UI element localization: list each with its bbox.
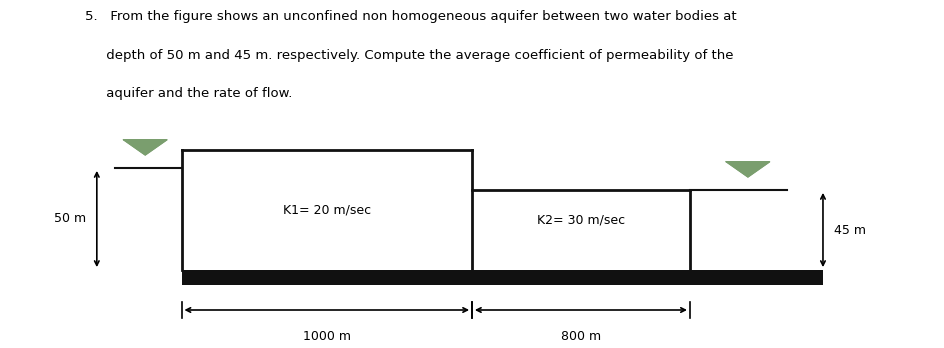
Text: 800 m: 800 m [561,330,601,343]
Text: K1= 20 m/sec: K1= 20 m/sec [282,204,371,216]
Text: 1000 m: 1000 m [303,330,351,343]
Text: 50 m: 50 m [54,213,86,226]
Text: depth of 50 m and 45 m. respectively. Compute the average coefficient of permeab: depth of 50 m and 45 m. respectively. Co… [85,49,733,62]
Text: K2= 30 m/sec: K2= 30 m/sec [537,214,625,227]
Polygon shape [124,140,167,155]
Text: 45 m: 45 m [834,223,866,237]
Bar [181,270,823,285]
Polygon shape [726,162,769,177]
Text: 5.   From the figure shows an unconfined non homogeneous aquifer between two wat: 5. From the figure shows an unconfined n… [85,10,736,23]
Text: aquifer and the rate of flow.: aquifer and the rate of flow. [85,87,293,100]
